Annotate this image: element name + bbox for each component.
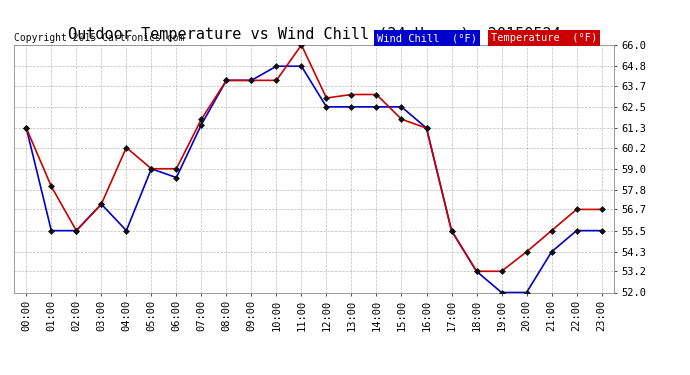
Text: Temperature  (°F): Temperature (°F) bbox=[491, 33, 598, 43]
Text: Wind Chill  (°F): Wind Chill (°F) bbox=[377, 33, 477, 43]
Text: Copyright 2015 Cartronics.com: Copyright 2015 Cartronics.com bbox=[14, 33, 184, 42]
Title: Outdoor Temperature vs Wind Chill (24 Hours)  20150524: Outdoor Temperature vs Wind Chill (24 Ho… bbox=[68, 27, 560, 42]
